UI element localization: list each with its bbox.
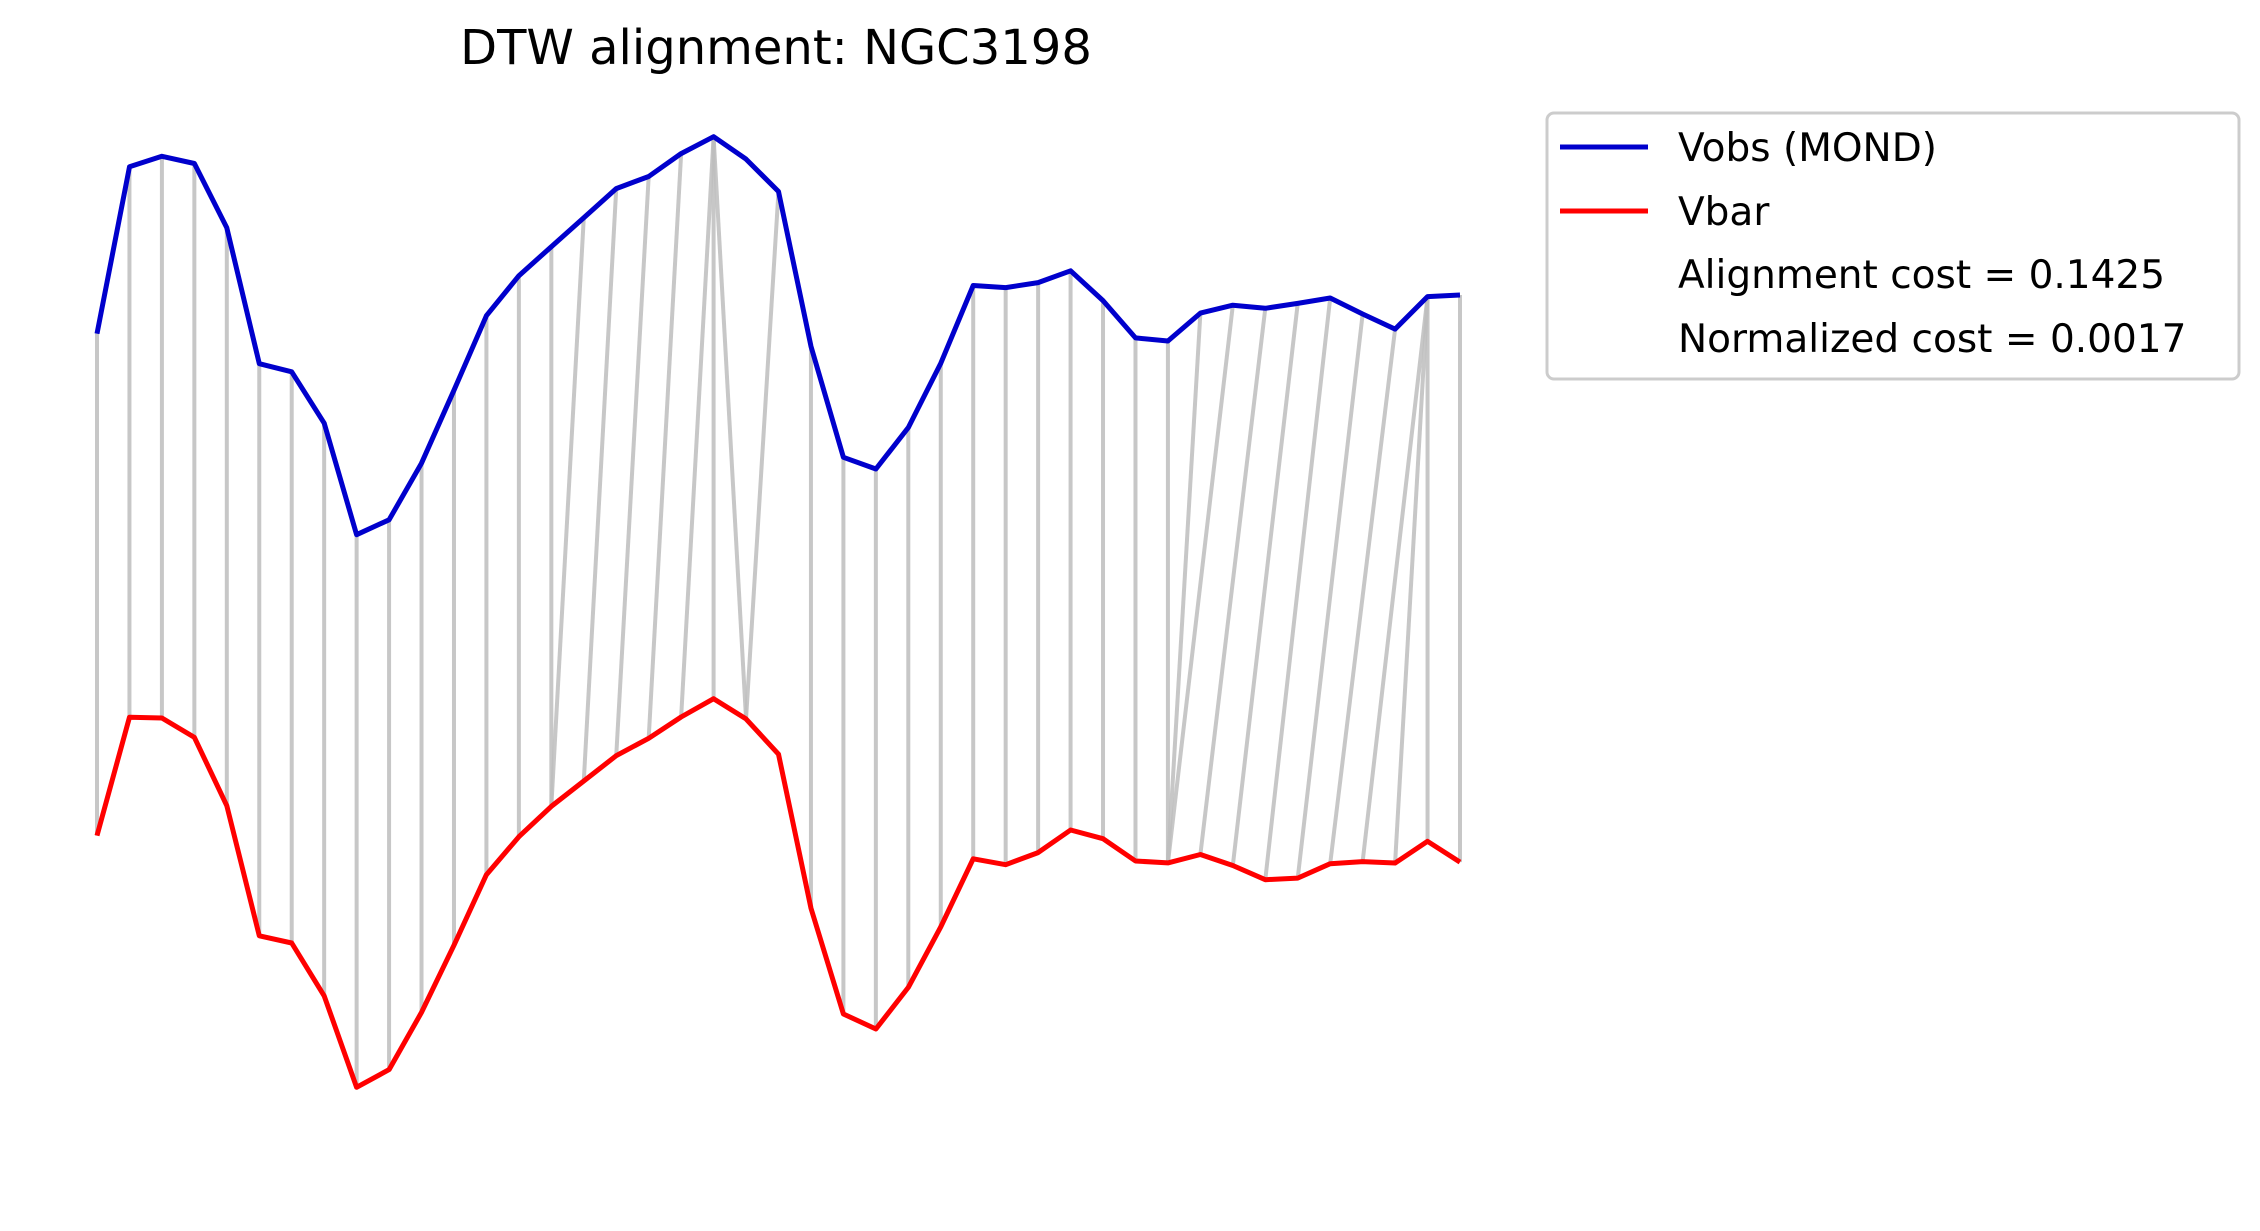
alignment-connector-21	[711, 136, 749, 720]
alignment-connector-43	[1393, 296, 1430, 864]
series-line-vbar	[94, 696, 1462, 1090]
legend-normalized-cost: Normalized cost = 0.0017	[1678, 317, 2186, 362]
alignment-connector-37	[1198, 308, 1268, 855]
alignment-connector-41	[1328, 328, 1398, 864]
chart-title: DTW alignment: NGC3198	[460, 20, 1092, 76]
legend: Vobs (MOND) Vbar Alignment cost = 0.1425…	[1545, 111, 2241, 381]
alignment-connector-39	[1263, 297, 1333, 880]
alignment-connector-15	[549, 217, 586, 807]
legend-label-vobs: Vobs (MOND)	[1678, 126, 1937, 171]
alignment-connector-22	[744, 191, 781, 720]
alignment-connector-36	[1165, 305, 1235, 864]
legend-label-vbar: Vbar	[1678, 190, 1770, 235]
alignment-connector-18	[646, 153, 684, 739]
alignment-connector-19	[679, 136, 716, 718]
legend-alignment-cost: Alignment cost = 0.1425	[1678, 253, 2165, 298]
alignment-connector-35	[1165, 313, 1203, 864]
alignment-connector-17	[614, 176, 651, 756]
alignment-connector-38	[1230, 303, 1300, 866]
alignment-connector-42	[1360, 296, 1430, 862]
alignment-connector-40	[1295, 313, 1365, 879]
series-lines	[94, 134, 1462, 1090]
series-line-vobs	[94, 134, 1461, 538]
alignment-connector-16	[581, 188, 619, 782]
legend-box	[1545, 111, 2241, 381]
alignment-connectors	[95, 136, 1462, 1088]
